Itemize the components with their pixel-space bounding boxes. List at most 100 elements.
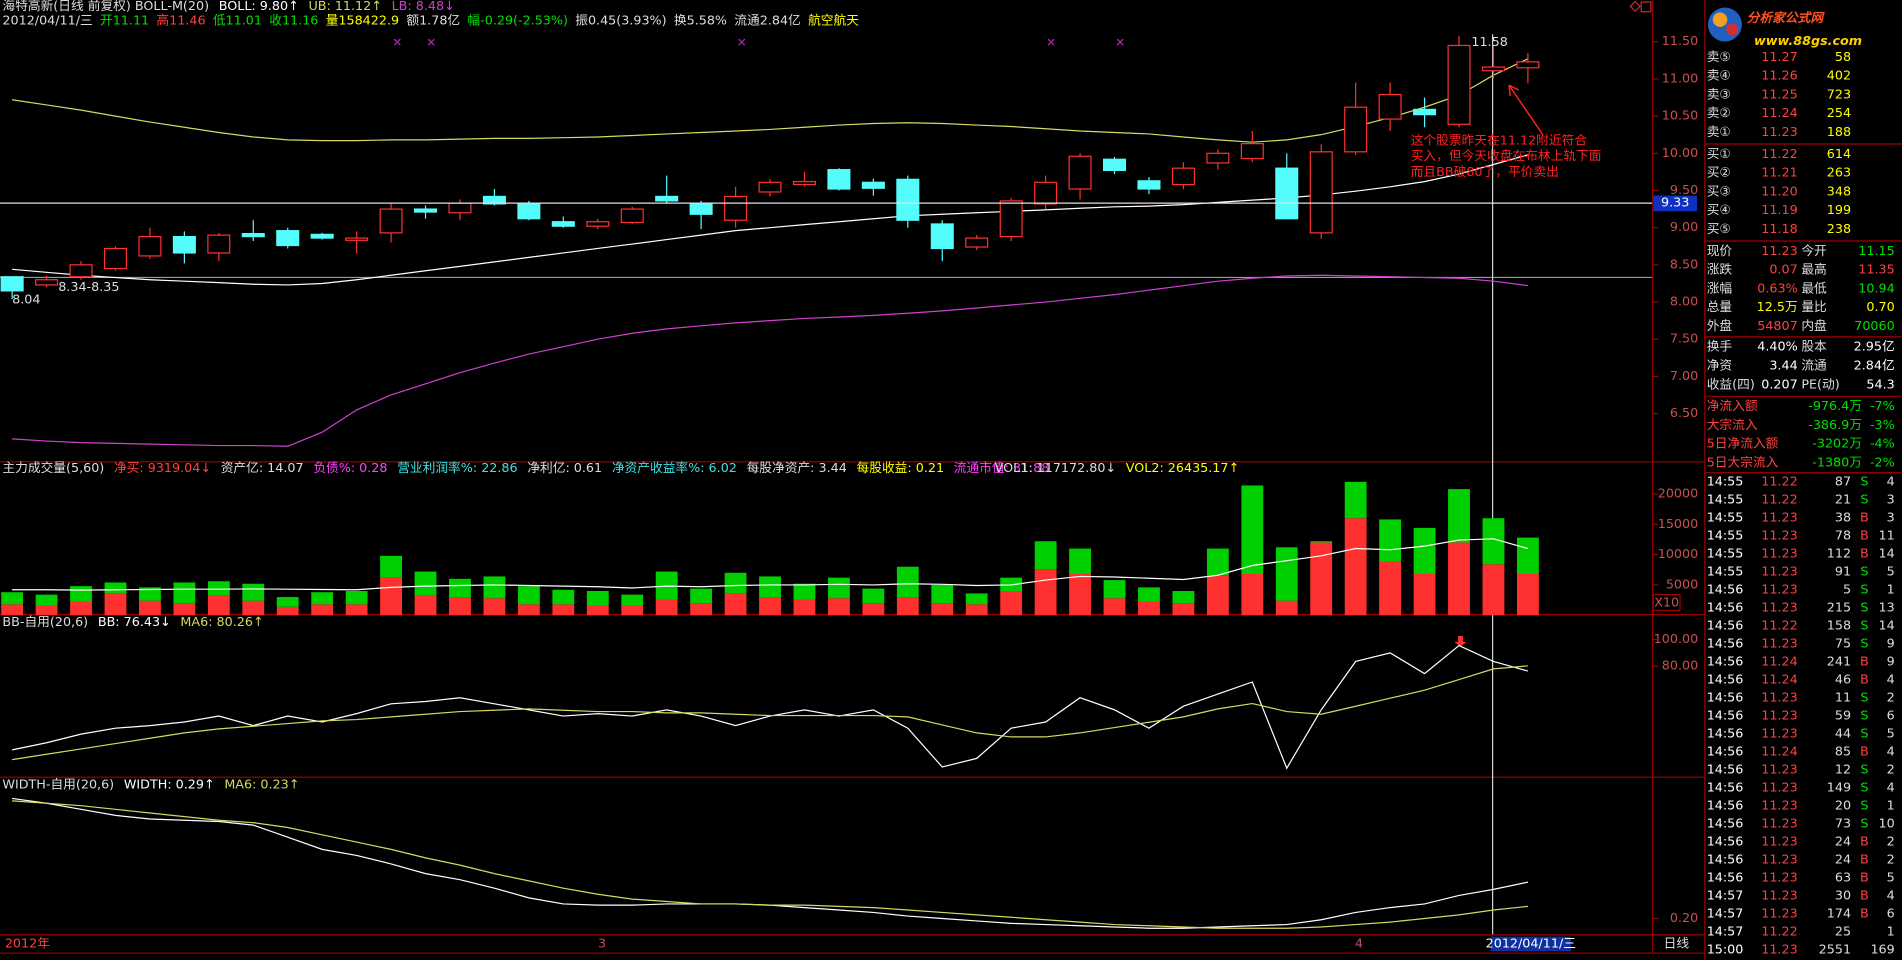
volume-bar	[1379, 561, 1402, 616]
header-text: WIDTH-自用(20,6)	[2, 778, 114, 793]
trade-price: 11.22	[1761, 925, 1797, 940]
x-axis-label: 4	[1355, 936, 1363, 951]
trade-count: 4	[1887, 781, 1895, 796]
trade-time: 14:56	[1707, 582, 1744, 597]
volume-bar	[1310, 542, 1333, 616]
bid-volume: 199	[1827, 203, 1851, 218]
trade-volume: 87	[1835, 474, 1851, 489]
trade-time: 14:55	[1707, 546, 1744, 561]
ask-price: 11.26	[1761, 69, 1797, 84]
y-tick-label: 80.00	[1662, 659, 1698, 674]
trade-volume: 174	[1827, 907, 1851, 922]
volume-bar	[931, 603, 954, 616]
volume-bar	[311, 604, 334, 616]
ask-volume: 188	[1827, 125, 1851, 140]
indicator-line	[12, 58, 1529, 143]
flow-pct: -3%	[1870, 418, 1895, 433]
flow-pct: -7%	[1870, 399, 1895, 414]
trade-side: S	[1860, 781, 1868, 796]
trade-side: S	[1860, 763, 1868, 778]
candle-body	[620, 208, 644, 224]
trade-volume: 24	[1835, 835, 1851, 850]
volume-bar	[1413, 574, 1436, 616]
quote-label: 涨幅	[1707, 281, 1733, 296]
volume-bar	[311, 592, 334, 605]
volume-bar	[1516, 574, 1539, 616]
volume-bar	[1241, 485, 1264, 575]
fund-value: 4.40%	[1757, 340, 1797, 355]
x-marker	[393, 38, 1124, 46]
volume-bar	[276, 597, 299, 607]
cursor-date-box	[1490, 936, 1571, 952]
signal-arrow	[1454, 635, 1467, 647]
quote-label: 量比	[1801, 300, 1826, 315]
quote-label: 涨跌	[1707, 262, 1733, 278]
trade-price: 11.24	[1761, 654, 1797, 669]
trade-volume: 215	[1827, 600, 1851, 615]
candle-body	[35, 279, 59, 286]
trade-price: 11.23	[1761, 817, 1797, 832]
flow-label: 5日净流入额	[1707, 437, 1779, 452]
trade-time: 14:56	[1707, 708, 1744, 723]
candle-body	[414, 208, 438, 213]
volume-bar	[586, 605, 609, 616]
trade-price: 11.23	[1761, 546, 1797, 561]
ask-price: 11.25	[1761, 87, 1797, 102]
y-tick-label: 100.00	[1654, 632, 1699, 647]
bid-volume: 614	[1827, 147, 1851, 162]
volume-bar	[1000, 590, 1023, 616]
bid-price: 11.22	[1761, 147, 1797, 162]
trade-time: 14:56	[1707, 781, 1744, 796]
candle-body	[241, 233, 265, 238]
scale-label: X10	[1654, 596, 1679, 611]
trade-volume: 12	[1835, 763, 1851, 778]
volume-bar	[1138, 587, 1160, 602]
volume-bar	[828, 598, 850, 616]
indicator-line	[12, 274, 1528, 447]
candle-body	[172, 235, 196, 254]
logo-name: 分析家公式网	[1747, 10, 1826, 26]
x-axis-label: 2012年	[5, 936, 50, 951]
flow-label: 大宗流入	[1707, 417, 1758, 433]
bid-label: 买②	[1707, 166, 1731, 181]
quote-value: 0.70	[1866, 300, 1894, 315]
trade-count: 6	[1887, 907, 1895, 922]
quote-value: 0.07	[1769, 263, 1797, 278]
trade-side: S	[1860, 564, 1868, 579]
trade-time: 14:57	[1707, 889, 1744, 904]
volume-bar	[621, 594, 644, 606]
volume-bar	[345, 590, 368, 605]
trade-side: S	[1860, 727, 1868, 742]
trade-count: 1	[1887, 925, 1895, 940]
y-tick-label: 9.50	[1670, 183, 1698, 198]
trade-side: S	[1860, 600, 1868, 615]
trade-volume: 158	[1827, 618, 1851, 633]
trade-time: 14:55	[1707, 492, 1744, 507]
volume-bar	[793, 583, 816, 600]
candle-body	[345, 237, 369, 241]
volume-bar	[70, 586, 92, 602]
trade-side: B	[1860, 654, 1869, 669]
volume-bar	[104, 593, 127, 616]
trade-price: 11.23	[1761, 907, 1797, 922]
candle-body	[724, 195, 748, 221]
volume-bar	[345, 604, 368, 616]
fund-value: 3.44	[1769, 358, 1797, 373]
period-label: 日线	[1664, 936, 1690, 951]
bid-label: 买⑤	[1707, 222, 1731, 237]
volume-bar	[449, 578, 471, 598]
flow-value: -386.9万	[1808, 418, 1862, 433]
quote-value: 12.5万	[1757, 300, 1798, 315]
candle-body	[758, 181, 782, 193]
trade-count: 2	[1887, 763, 1895, 778]
bid-label: 买③	[1707, 184, 1731, 199]
trade-time: 14:56	[1707, 745, 1744, 760]
trade-price: 11.23	[1761, 510, 1797, 525]
candle-body	[896, 178, 920, 221]
volume-bar	[1275, 547, 1298, 601]
volume-bar	[896, 566, 919, 598]
volume-bar	[1034, 569, 1057, 616]
fund-label: 收益(四)	[1707, 377, 1755, 392]
volume-bar	[414, 595, 437, 616]
